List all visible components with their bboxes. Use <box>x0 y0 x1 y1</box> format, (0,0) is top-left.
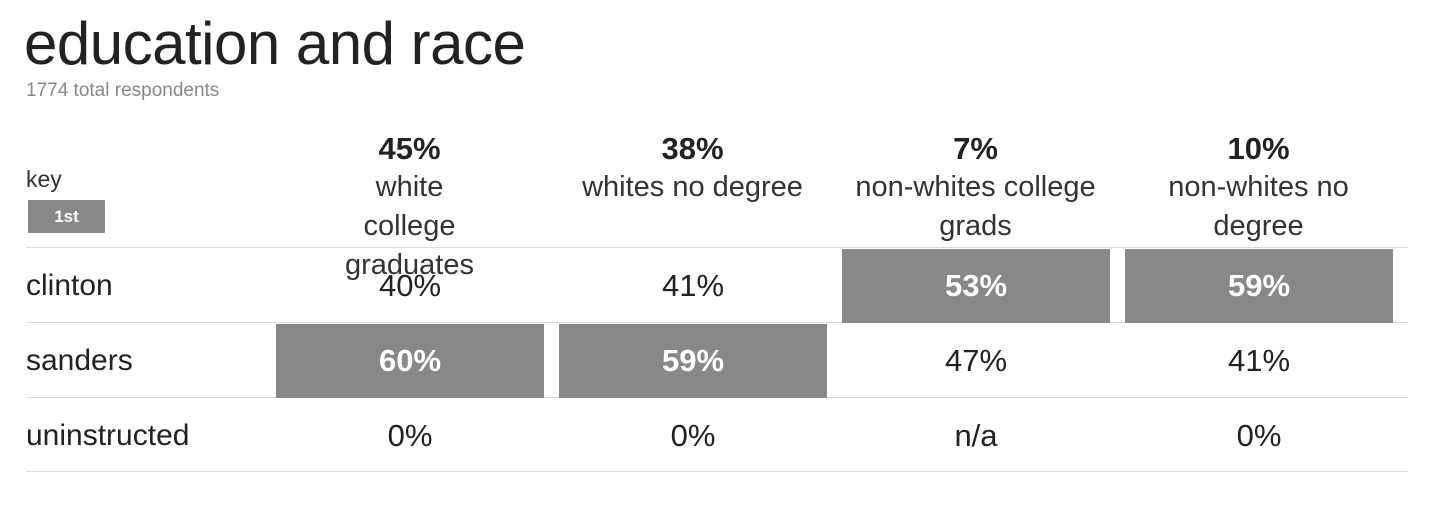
column-header-whites-no-degree: 38% whites no degree <box>551 130 834 207</box>
cell-uninstructed-nonwhite-college: n/a <box>954 418 998 453</box>
column-name: whites no degree <box>582 171 803 203</box>
row-label-sanders: sanders <box>26 344 133 377</box>
cell-sanders-whites-no-degree: 59% <box>559 324 827 398</box>
cell-sanders-nonwhite-no-degree: 41% <box>1227 343 1291 378</box>
column-header-white-college: 45% white college graduates <box>268 130 551 285</box>
column-share: 45% <box>378 131 441 166</box>
column-share: 7% <box>953 131 998 166</box>
column-name: non-whites no degree <box>1168 171 1349 242</box>
respondents-count: 1774 total respondents <box>26 80 220 101</box>
cell-uninstructed-nonwhite-no-degree: 0% <box>1236 418 1282 453</box>
key-swatch-first: 1st <box>28 200 105 233</box>
row-divider <box>26 471 1408 472</box>
cell-sanders-white-college: 60% <box>276 324 544 398</box>
cell-clinton-nonwhite-no-degree: 59% <box>1125 249 1393 323</box>
cell-uninstructed-white-college: 0% <box>387 418 433 453</box>
row-label-uninstructed: uninstructed <box>26 419 190 452</box>
key-label: key <box>26 166 62 192</box>
row-divider <box>26 322 1408 323</box>
cell-clinton-nonwhite-college: 53% <box>842 249 1110 323</box>
column-share: 10% <box>1227 131 1290 166</box>
column-header-nonwhite-college: 7% non-whites college grads <box>834 130 1117 246</box>
column-name: white college graduates <box>345 171 474 281</box>
cell-clinton-white-college: 40% <box>378 268 442 303</box>
row-label-clinton: clinton <box>26 269 113 302</box>
cell-sanders-nonwhite-college: 47% <box>944 343 1008 378</box>
column-header-nonwhite-no-degree: 10% non-whites no degree <box>1117 130 1400 246</box>
chart-title: education and race <box>24 10 526 77</box>
cell-uninstructed-whites-no-degree: 0% <box>670 418 716 453</box>
column-name: non-whites college grads <box>855 171 1096 242</box>
row-divider <box>26 247 1408 248</box>
cell-clinton-whites-no-degree: 41% <box>661 268 725 303</box>
column-share: 38% <box>661 131 724 166</box>
